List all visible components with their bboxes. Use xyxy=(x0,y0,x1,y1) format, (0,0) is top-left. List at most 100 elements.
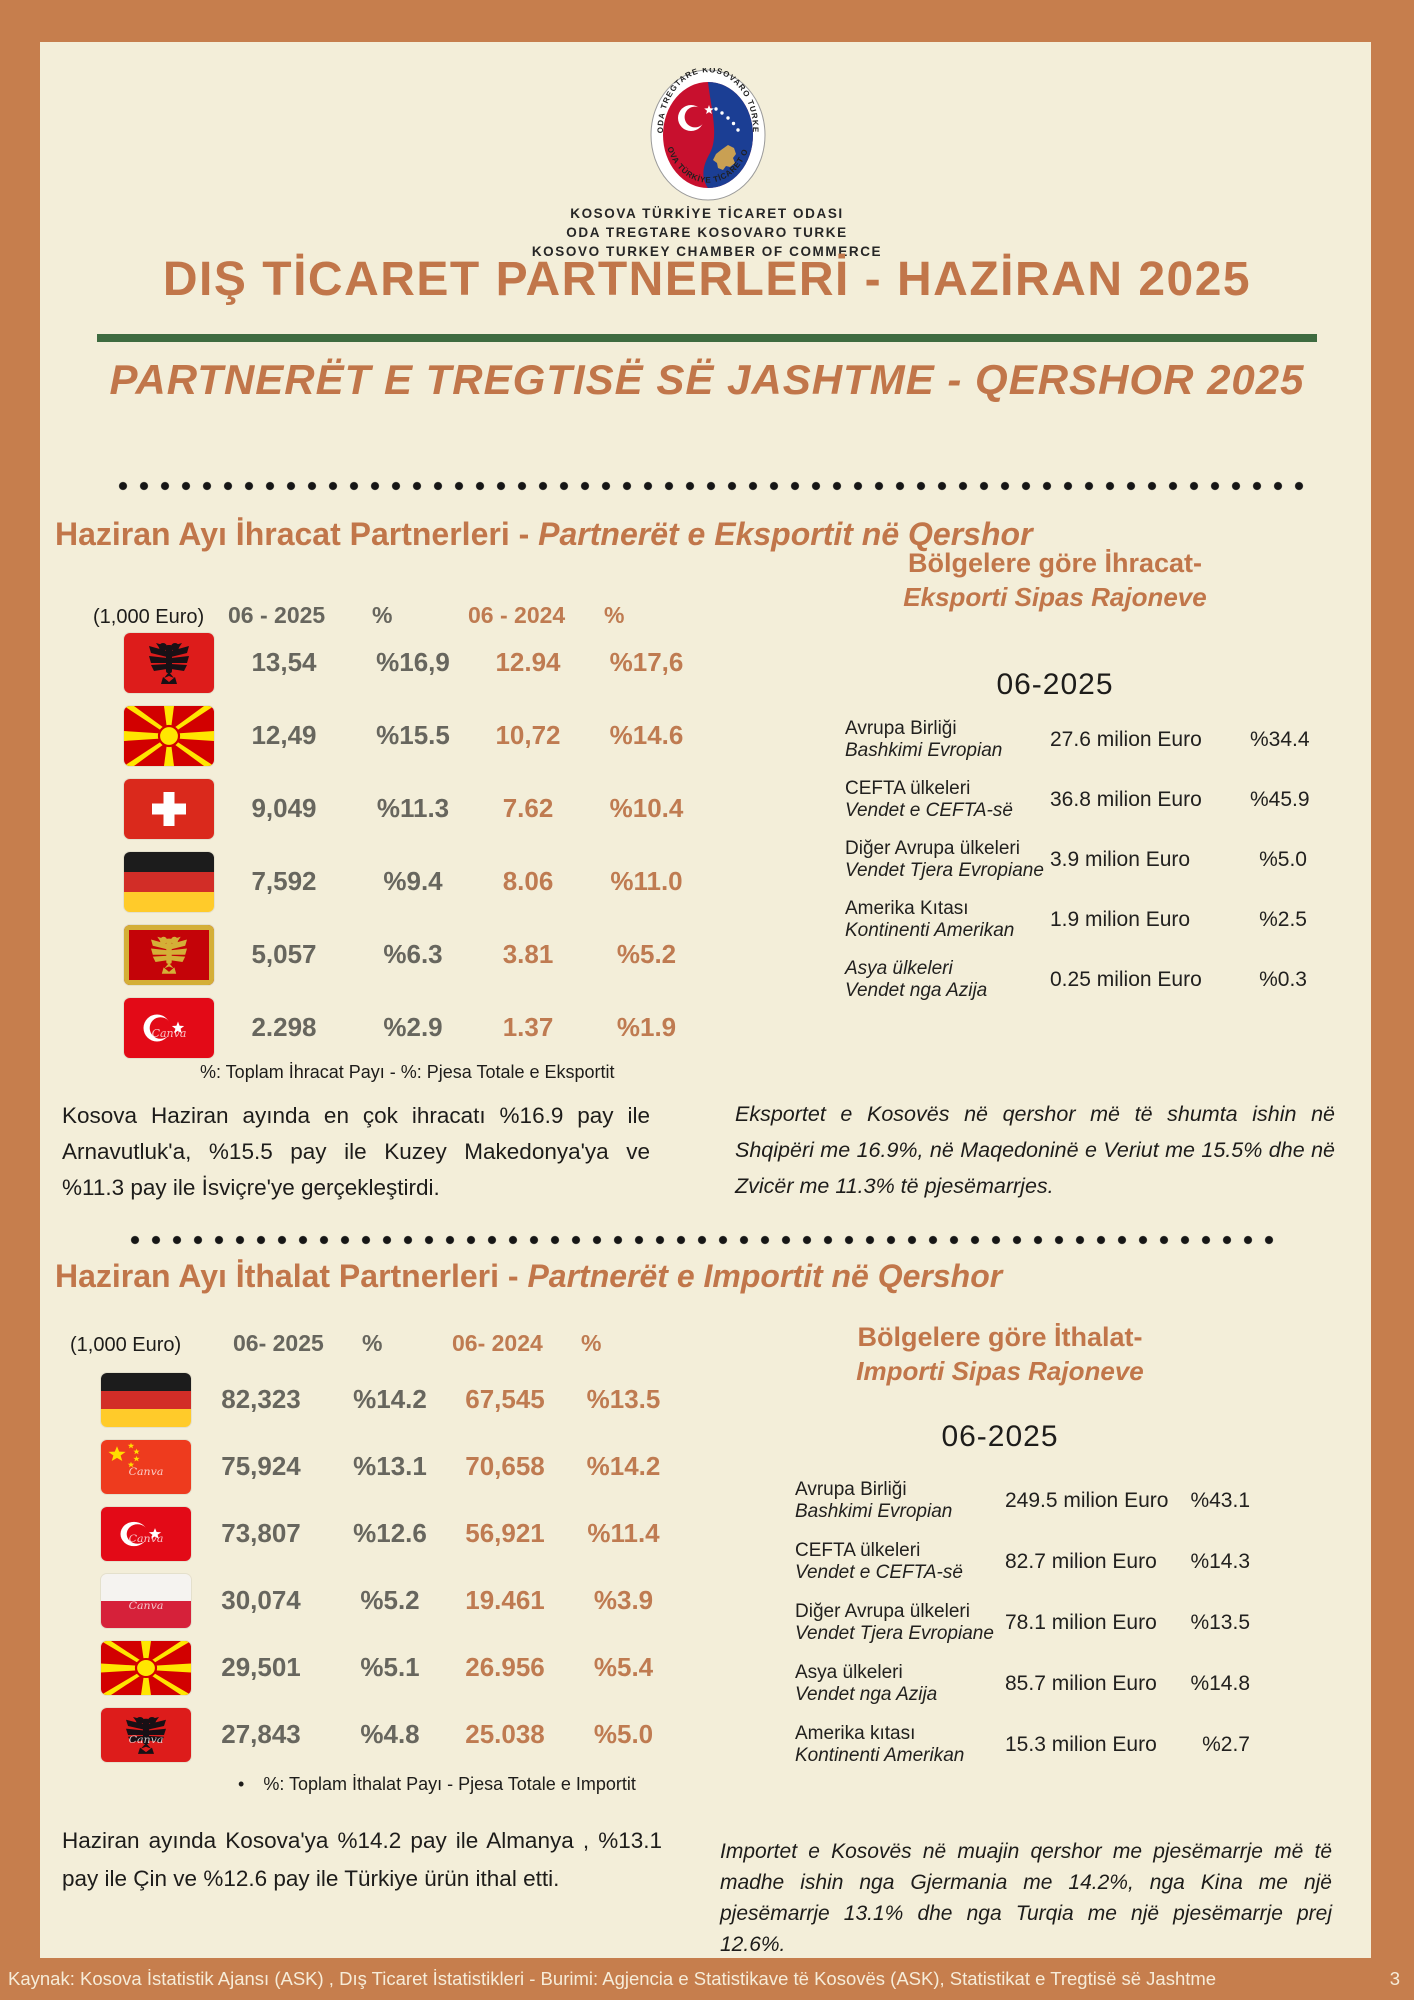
region-name-tr: Diğer Avrupa ülkeleri xyxy=(795,1600,970,1622)
region-row: Diğer Avrupa ülkeleri Vendet Tjera Evrop… xyxy=(845,835,1307,884)
import-summary-albanian: Importet e Kosovës në muajin qershor me … xyxy=(720,1840,1332,1956)
import-share-2025: %14.2 xyxy=(353,1384,427,1414)
export-regions-table: Avrupa Birliği Bashkimi Evropian 27.6 mi… xyxy=(845,715,1310,1004)
export-summary-albanian: Eksportet e Kosovës në qershor më të shu… xyxy=(735,1102,1335,1198)
source-footer: Kaynak: Kosova İstatistik Ajansı (ASK) ,… xyxy=(0,1958,1414,2000)
import-regions-heading-tr: Bölgelere göre İthalat- xyxy=(857,1322,1143,1352)
export-share-2025: %9.4 xyxy=(383,866,443,896)
region-name-tr: CEFTA ülkeleri xyxy=(845,777,971,799)
region-amount: 15.3 milion Euro xyxy=(1005,1732,1157,1756)
region-name-sq: Vendet nga Azija xyxy=(795,1683,938,1705)
export-share-2025: %16,9 xyxy=(376,647,450,677)
region-amount: 36.8 milion Euro xyxy=(1050,787,1202,811)
region-share: %13.5 xyxy=(1190,1610,1250,1634)
export-share-2024: %14.6 xyxy=(609,720,684,750)
table-row: 29,501 %5.1 26.956 %5.4 xyxy=(101,1634,686,1701)
table-row: Canva 27,843 %4.8 25.038 %5.0 xyxy=(101,1701,686,1768)
flag-turkey-icon: Canva xyxy=(101,1506,191,1561)
region-amount: 78.1 milion Euro xyxy=(1005,1610,1157,1634)
export-share-2024: %10.4 xyxy=(609,793,684,823)
region-amount: 249.5 milion Euro xyxy=(1005,1488,1169,1512)
region-name-sq: Vendet e CEFTA-së xyxy=(845,799,1013,821)
source-text: Kaynak: Kosova İstatistik Ajansı (ASK) ,… xyxy=(8,1968,1217,1989)
import-footnote: • %: Toplam İthalat Payı - Pjesa Totale … xyxy=(238,1774,636,1795)
export-regions-heading-tr: Bölgelere göre İhracat- xyxy=(907,548,1203,578)
import-regions-table: Avrupa Birliği Bashkimi Evropian 249.5 m… xyxy=(795,1478,1250,1767)
region-name-tr: Amerika Kıtası xyxy=(845,897,969,919)
region-name-tr: Diğer Avrupa ülkeleri xyxy=(845,837,1020,859)
page-number: 3 xyxy=(1389,1968,1400,1989)
export-share-2025: %11.3 xyxy=(376,793,450,823)
region-name-sq: Vendet Tjera Evropiane xyxy=(845,859,1044,881)
region-name-sq: Vendet e CEFTA-së xyxy=(795,1561,963,1583)
region-share: %34.4 xyxy=(1250,727,1310,751)
region-name-tr: Avrupa Birliği xyxy=(845,717,957,739)
svg-text:Canva: Canva xyxy=(152,1027,187,1040)
export-share-2024: %5.2 xyxy=(616,939,677,969)
table-row: 9,049 %11.3 7.62 %10.4 xyxy=(124,772,709,845)
import-value-2025: 82,323 xyxy=(221,1384,301,1414)
export-value-2025: 7,592 xyxy=(251,866,317,896)
region-name-sq: Bashkimi Evropian xyxy=(795,1500,953,1522)
export-col-2025: 06 - 2025 xyxy=(228,602,326,628)
region-amount: 1.9 milion Euro xyxy=(1050,907,1191,931)
table-row: 13,54 %16,9 12.94 %17,6 xyxy=(124,626,709,699)
bullet-icon: • xyxy=(238,1774,245,1794)
import-share-2025: %13.1 xyxy=(353,1451,427,1481)
org-name-sq: ODA TREGTARE KOSOVARO TURKE xyxy=(566,225,848,240)
region-amount: 85.7 milion Euro xyxy=(1005,1671,1157,1695)
import-share-2025: %5.2 xyxy=(360,1585,420,1615)
export-value-2024: 3.81 xyxy=(502,939,554,969)
flag-albania-icon: Canva xyxy=(101,1707,191,1762)
import-value-2024: 56,921 xyxy=(465,1518,545,1548)
table-row: 7,592 %9.4 8.06 %11.0 xyxy=(124,845,709,918)
table-row: Canva 2.298 %2.9 1.37 %1.9 xyxy=(124,991,709,1064)
export-value-2025: 12,49 xyxy=(251,720,317,750)
region-share: %0.3 xyxy=(1259,967,1307,991)
region-row: Asya ülkeleri Vendet nga Azija 85.7 mili… xyxy=(795,1661,1250,1706)
export-footnote: %: Toplam İhracat Payı - %: Pjesa Totale… xyxy=(200,1062,615,1082)
import-value-2024: 70,658 xyxy=(465,1451,545,1481)
region-share: %2.7 xyxy=(1202,1732,1250,1756)
import-value-2024: 67,545 xyxy=(465,1384,545,1414)
flag-montenegro-icon xyxy=(124,924,214,985)
export-col-2024: 06 - 2024 xyxy=(468,602,566,628)
import-regions-period: 06-2025 xyxy=(941,1420,1059,1453)
flag-poland-icon: Canva xyxy=(101,1573,191,1628)
export-value-2024: 1.37 xyxy=(502,1012,554,1042)
flag-north-macedonia-icon xyxy=(101,1640,191,1695)
table-row: Canva 73,807 %12.6 56,921 %11.4 xyxy=(101,1500,686,1567)
import-col-pct-2025: % xyxy=(362,1330,383,1356)
import-col-pct-2024: % xyxy=(581,1330,602,1356)
import-regions-heading-sq: Importi Sipas Rajoneve xyxy=(856,1356,1144,1386)
svg-text:Canva: Canva xyxy=(129,1533,164,1544)
region-share: %5.0 xyxy=(1259,847,1307,871)
flag-germany-icon xyxy=(101,1372,191,1427)
export-value-2025: 5,057 xyxy=(251,939,317,969)
export-value-2025: 13,54 xyxy=(251,647,317,677)
region-row: Asya ülkeleri Vendet nga Azija 0.25 mili… xyxy=(845,955,1307,1004)
flag-albania-icon xyxy=(124,632,214,693)
region-name-sq: Vendet Tjera Evropiane xyxy=(795,1622,994,1644)
export-value-2024: 8.06 xyxy=(502,866,554,896)
table-row: Canva 75,924 %13.1 70,658 %14.2 xyxy=(101,1433,686,1500)
import-share-2024: %3.9 xyxy=(593,1585,654,1615)
import-footnote-text: %: Toplam İthalat Payı - Pjesa Totale e … xyxy=(263,1774,636,1794)
export-summary-turkish: Kosova Haziran ayında en çok ihracatı %1… xyxy=(62,1103,650,1200)
region-name-tr: CEFTA ülkeleri xyxy=(795,1539,921,1561)
chamber-logo: ODA TREGTARE KOSOVARO TURKE KOSOVA TÜRKİ… xyxy=(649,68,766,201)
import-share-2024: %5.0 xyxy=(593,1719,654,1749)
svg-text:Canva: Canva xyxy=(129,1600,164,1611)
flag-switzerland-icon xyxy=(124,778,214,839)
export-heading-albanian: Partnerët e Eksportit në Qershor xyxy=(538,516,1033,552)
org-name-tr: KOSOVA TÜRKİYE TİCARET ODASI xyxy=(570,206,844,221)
region-name-tr: Avrupa Birliği xyxy=(795,1478,907,1500)
region-amount: 82.7 milion Euro xyxy=(1005,1549,1157,1573)
import-value-2025: 27,843 xyxy=(221,1719,301,1749)
region-share: %14.3 xyxy=(1190,1549,1250,1573)
export-value-2025: 9,049 xyxy=(251,793,317,823)
export-share-2025: %2.9 xyxy=(383,1012,443,1042)
logo-stars xyxy=(714,107,740,132)
region-name-sq: Bashkimi Evropian xyxy=(845,739,1003,761)
